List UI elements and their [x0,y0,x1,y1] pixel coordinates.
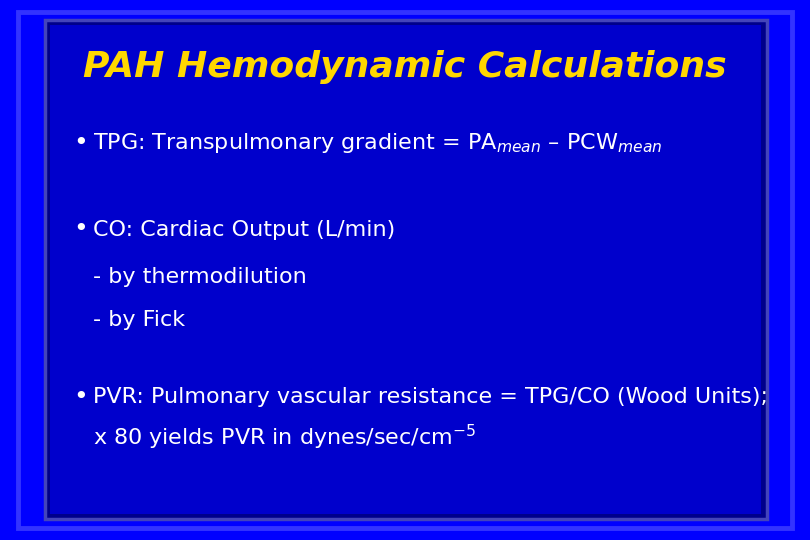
Text: TPG: Transpulmonary gradient = PA$_{mean}$ – PCW$_{mean}$: TPG: Transpulmonary gradient = PA$_{mean… [93,131,663,155]
Text: •: • [73,385,87,409]
Bar [45,20,767,519]
Text: x 80 yields PVR in dynes/sec/cm$^{-5}$: x 80 yields PVR in dynes/sec/cm$^{-5}$ [93,423,476,452]
Bar [50,25,761,514]
Text: CO: Cardiac Output (L/min): CO: Cardiac Output (L/min) [93,219,395,240]
Text: PVR: Pulmonary vascular resistance = TPG/CO (Wood Units);: PVR: Pulmonary vascular resistance = TPG… [93,387,768,407]
Text: •: • [73,131,87,155]
Text: PAH Hemodynamic Calculations: PAH Hemodynamic Calculations [83,51,727,84]
Text: •: • [73,218,87,241]
Text: - by thermodilution: - by thermodilution [93,267,307,287]
Text: - by Fick: - by Fick [93,310,185,330]
